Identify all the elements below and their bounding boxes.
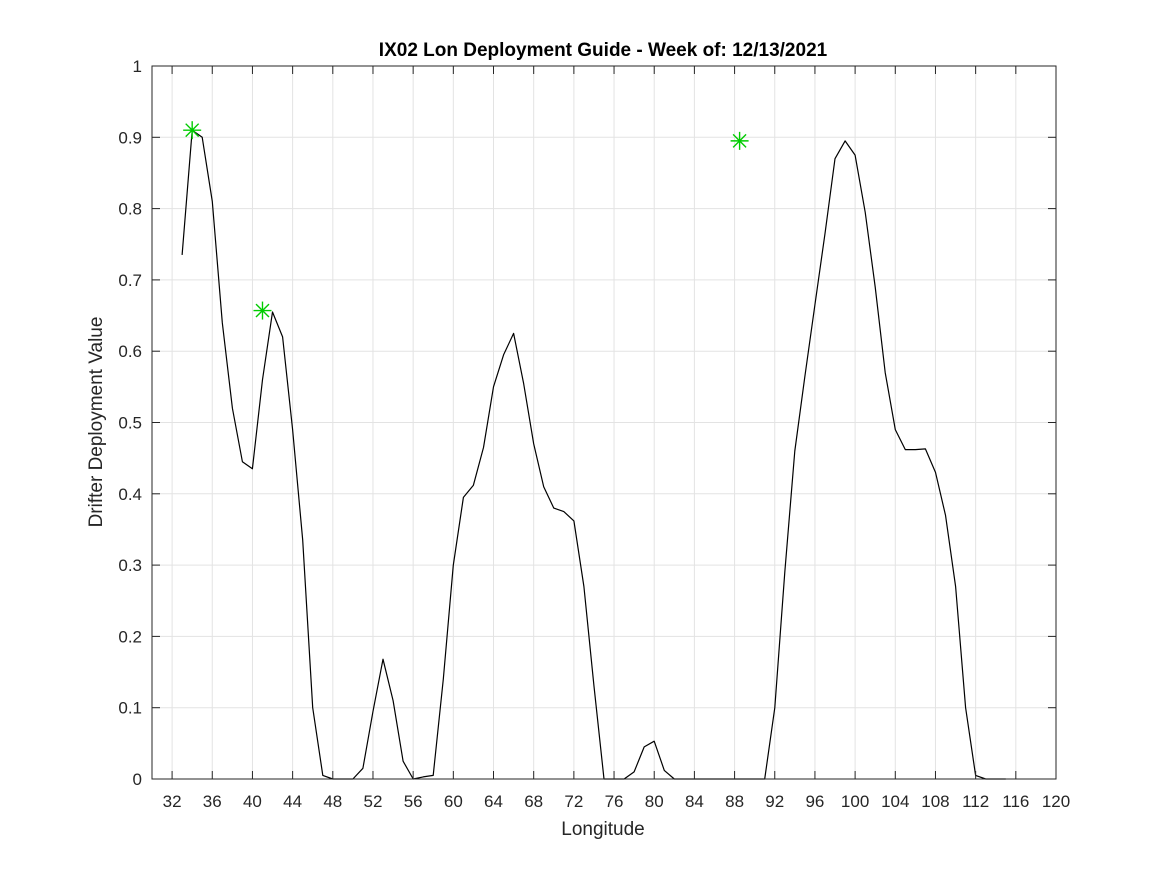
chart-title: IX02 Lon Deployment Guide - Week of: 12/… [379,40,828,61]
x-tick-label: 72 [564,792,583,811]
x-tick-label: 68 [524,792,543,811]
x-tick-label: 108 [921,792,949,811]
y-tick-label: 0.6 [118,342,142,361]
x-tick-label: 36 [203,792,222,811]
x-tick-label: 64 [484,792,503,811]
y-tick-label: 0.7 [118,271,142,290]
x-tick-label: 88 [725,792,744,811]
y-axis-label: Drifter Deployment Value [86,317,107,528]
grid [152,65,1057,780]
y-tick-label: 0.2 [118,627,142,646]
x-tick-label: 48 [323,792,342,811]
marker-stroke [732,133,747,148]
x-tick-label: 92 [765,792,784,811]
plot-data [181,121,1006,780]
x-tick-label: 52 [364,792,383,811]
marker-stroke [185,123,200,138]
y-tick-label: 0.1 [118,699,142,718]
y-tick-label: 0.3 [118,556,142,575]
x-tick-label: 56 [404,792,423,811]
y-tick-label: 1 [133,57,142,76]
x-tick-label: 120 [1042,792,1070,811]
x-tick-label: 96 [805,792,824,811]
peak-marker [730,131,749,150]
x-tick-label: 32 [163,792,182,811]
axes: 32 36 40 44 48 52 56 60 64 68 72 76 80 84 88 92 96 100 104… [118,57,1070,811]
data-line [181,129,1006,780]
peak-marker [183,121,202,140]
y-tick-label: 0.5 [118,414,142,433]
peak-marker [253,301,272,320]
x-tick-label: 112 [962,792,989,811]
y-tick-label: 0.9 [118,128,142,147]
x-tick-label: 44 [283,792,302,811]
x-tick-label: 100 [841,792,869,811]
x-tick-label: 104 [881,792,909,811]
x-tick-label: 84 [685,792,704,811]
x-tick-label: 80 [645,792,664,811]
x-tick-label: 76 [605,792,624,811]
x-tick-label: 40 [243,792,262,811]
y-tick-label: 0.4 [118,485,142,504]
y-tick-label: 0.8 [118,200,142,219]
x-tick-label: 60 [444,792,463,811]
y-tick-label: 0 [133,770,142,789]
marker-stroke [255,303,270,318]
x-tick-label: 116 [1002,792,1029,811]
x-axis-label: Longitude [561,819,644,840]
